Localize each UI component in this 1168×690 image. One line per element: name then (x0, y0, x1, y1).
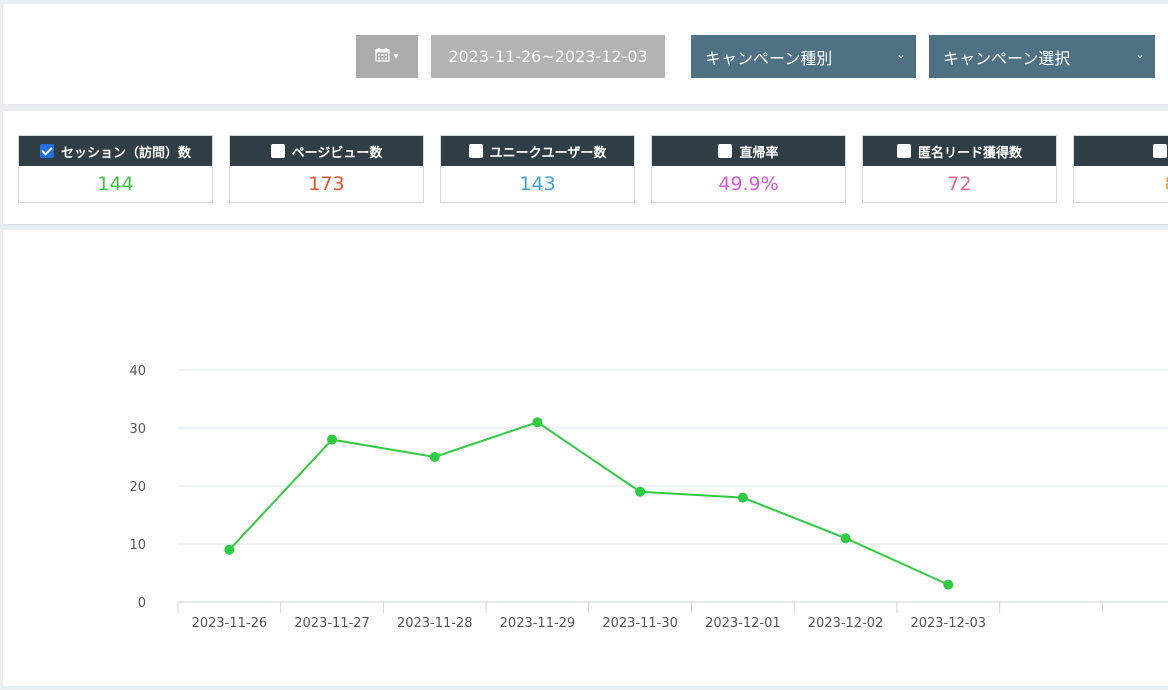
y-tick-label: 10 (129, 538, 146, 553)
x-tick-label: 2023-12-01 (705, 616, 781, 631)
x-tick-label: 2023-11-30 (602, 616, 678, 631)
metric-card-unique-users: ユニークユーザー数 143 (440, 135, 635, 203)
data-point (532, 417, 543, 428)
chevron-down-icon: ⌄ (895, 47, 906, 61)
data-point (943, 579, 954, 590)
metric-label: 直帰率 (739, 145, 779, 161)
metric-toggle[interactable]: 匿名リード獲得数 (863, 136, 1056, 166)
y-tick-label: 20 (129, 480, 146, 495)
metrics-bar: セッション（訪問）数 144 ページビュー数 173 ユニークユーザー数 143… (3, 111, 1168, 224)
metric-label: ページビュー数 (291, 145, 383, 161)
toolbar: ▾ 2023-11-26~2023-12-03 キャンペーン種別 ⌄ キャンペー… (3, 4, 1168, 105)
calendar-button[interactable]: ▾ (356, 35, 418, 78)
metric-checkbox[interactable] (468, 144, 483, 158)
metric-card-sessions: セッション（訪問）数 144 (18, 135, 213, 203)
campaign-type-select[interactable]: キャンペーン種別 ⌄ (691, 35, 916, 78)
metric-checkbox[interactable] (896, 144, 911, 158)
metric-value: 143 (519, 173, 556, 195)
metric-checkbox[interactable] (39, 144, 54, 158)
metric-value: 144 (97, 173, 134, 195)
x-tick-label: 2023-11-29 (500, 616, 576, 631)
metric-toggle[interactable]: ページビュー数 (230, 136, 423, 166)
metric-value: 173 (308, 173, 345, 195)
metric-value: 72 (947, 173, 972, 195)
x-tick-label: 2023-11-28 (397, 616, 473, 631)
y-tick-label: 30 (129, 422, 146, 437)
line-chart: 0 10 20 30 40 2023-11-26 2023-11-27 2023-11-28 2… (129, 364, 1168, 631)
calendar-icon (375, 47, 391, 66)
date-range-field[interactable]: 2023-11-26~2023-12-03 (431, 35, 665, 78)
data-point (737, 492, 748, 503)
metric-checkbox[interactable] (718, 144, 733, 158)
metric-toggle[interactable]: 流 (1074, 136, 1168, 166)
data-point (840, 533, 851, 544)
metric-checkbox[interactable] (1153, 144, 1168, 158)
data-point (224, 544, 235, 555)
x-tick-label: 2023-11-26 (192, 616, 268, 631)
metric-card-anonymous-leads: 匿名リード獲得数 72 (862, 135, 1057, 203)
metric-card-pageviews: ページビュー数 173 (229, 135, 424, 203)
data-point (327, 434, 338, 445)
campaign-select[interactable]: キャンペーン選択 ⌄ (929, 35, 1155, 78)
y-tick-label: 0 (138, 596, 146, 611)
chart-panel: 0 10 20 30 40 2023-11-26 2023-11-27 2023-11-28 2… (3, 230, 1168, 686)
y-tick-label: 40 (129, 364, 146, 379)
metric-card-partial: 流 8 (1073, 135, 1168, 203)
series-line (228, 421, 949, 586)
x-tick-label: 2023-12-03 (910, 616, 986, 631)
metric-toggle[interactable]: ユニークユーザー数 (441, 136, 634, 166)
data-point (635, 486, 646, 497)
campaign-type-label: キャンペーン種別 (705, 48, 833, 68)
caret-down-icon: ▾ (393, 51, 399, 62)
metric-value: 49.9% (718, 173, 779, 195)
x-tick-label: 2023-11-27 (294, 616, 370, 631)
metric-label: セッション（訪問）数 (60, 145, 191, 161)
campaign-select-label: キャンペーン選択 (943, 48, 1071, 68)
metric-checkbox[interactable] (270, 144, 285, 158)
metric-toggle[interactable]: 直帰率 (652, 136, 845, 166)
metric-value: 8 (1074, 166, 1168, 202)
data-point (429, 452, 440, 462)
metric-label: ユニークユーザー数 (489, 145, 607, 161)
metric-card-bounce-rate: 直帰率 49.9% (651, 135, 846, 203)
metric-label: 匿名リード獲得数 (917, 145, 1022, 161)
metric-toggle[interactable]: セッション（訪問）数 (19, 136, 212, 166)
chevron-down-icon: ⌄ (1134, 47, 1145, 61)
x-tick-label: 2023-12-02 (808, 616, 884, 631)
